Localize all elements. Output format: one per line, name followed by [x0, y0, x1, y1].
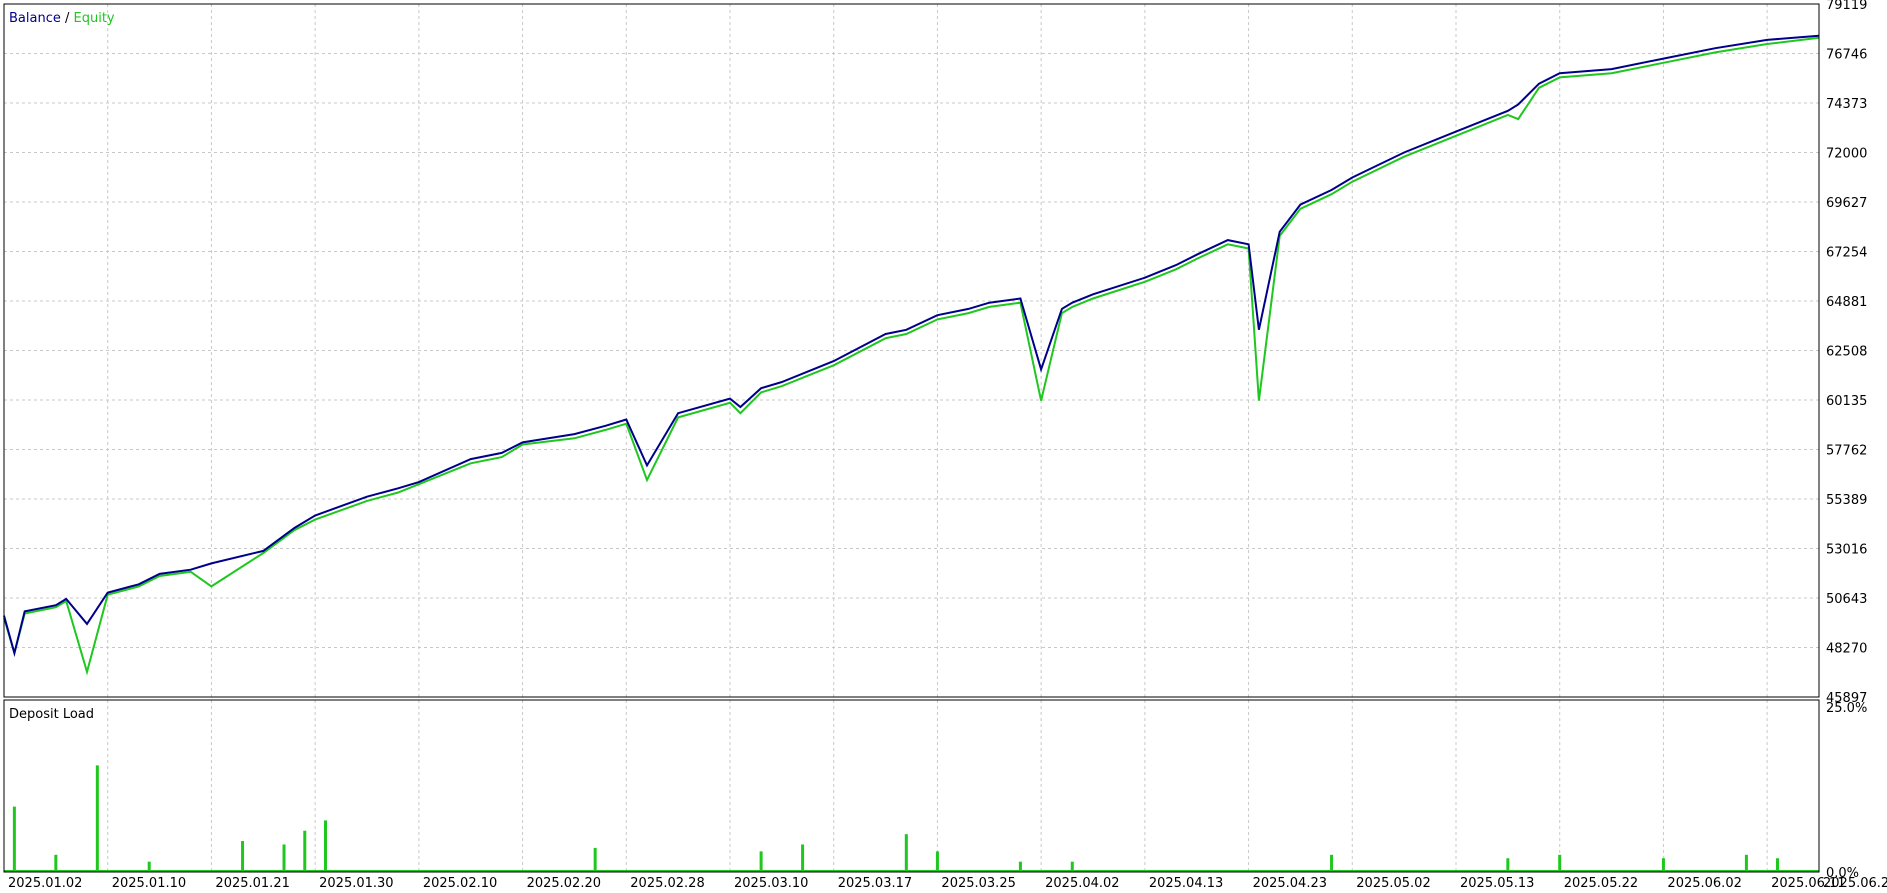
deposit-y-tick-label: 25.0%	[1826, 701, 1867, 716]
x-tick-label: 2025.04.02	[1045, 876, 1119, 889]
deposit-load-bar	[1661, 858, 1665, 872]
balance-y-axis: 45897 48270 50643 53016 55389 57762 60135 62508…	[1826, 0, 1867, 706]
deposit-load-bar	[801, 844, 805, 872]
deposit-load-bar	[147, 861, 151, 872]
x-tick-label: 2025.06.02	[1667, 876, 1741, 889]
deposit-load-bars	[4, 765, 1819, 872]
x-tick-label: 2025.05.13	[1460, 876, 1534, 889]
y-tick-label: 72000	[1826, 147, 1867, 162]
y-tick-label: 62508	[1826, 345, 1867, 360]
deposit-y-tick-label: 0.0%	[1826, 866, 1859, 881]
x-tick-label: 2025.06.20	[1823, 876, 1887, 889]
y-tick-label: 76746	[1826, 48, 1867, 63]
balance-series-line	[3, 34, 1820, 658]
deposit-load-bar	[904, 834, 908, 872]
deposit-load-bar	[1070, 861, 1074, 872]
x-tick-label: 2025.04.23	[1253, 876, 1327, 889]
y-tick-label: 79119	[1826, 0, 1867, 13]
x-tick-label: 2025.03.17	[838, 876, 912, 889]
deposit-load-bar	[282, 844, 286, 872]
y-tick-label: 67254	[1826, 246, 1867, 261]
x-tick-label: 2025.01.30	[319, 876, 393, 889]
y-tick-label: 60135	[1826, 394, 1867, 409]
date-x-axis: 2025.01.02 2025.01.10 2025.01.21 2025.01.30…	[8, 876, 1887, 891]
x-tick-label: 2025.02.20	[527, 876, 601, 889]
x-tick-label: 2025.03.25	[941, 876, 1015, 889]
deposit-load-title: Deposit Load	[9, 707, 94, 722]
deposit-load-bar	[1776, 858, 1780, 872]
deposit-load-bar	[54, 854, 58, 872]
deposit-load-bar	[1558, 854, 1562, 872]
x-tick-label: 2025.05.02	[1356, 876, 1430, 889]
deposit-load-bar	[1744, 854, 1748, 872]
y-tick-label: 57762	[1826, 444, 1867, 459]
deposit-load-y-axis: 0.0% 25.0%	[1826, 701, 1867, 881]
y-tick-label: 45897	[1826, 691, 1867, 706]
x-tick-label: 2025.02.10	[423, 876, 497, 889]
deposit-load-bar	[1506, 858, 1510, 872]
deposit-load-bar	[303, 830, 307, 872]
x-tick-label: 2025.06.11	[1771, 876, 1845, 889]
x-tick-label: 2025.01.10	[112, 876, 186, 889]
legend-equity: Equity	[74, 11, 115, 26]
deposit-load-baseline	[4, 870, 1819, 872]
deposit-load-bar	[593, 847, 597, 872]
deposit-load-bar	[324, 820, 328, 872]
deposit-load-bar	[1330, 854, 1334, 872]
legend-balance: Balance	[9, 11, 61, 26]
deposit-load-bar	[12, 806, 16, 872]
deposit-load-bar	[1018, 861, 1022, 872]
deposit-load-bar	[95, 765, 99, 872]
y-tick-label: 74373	[1826, 97, 1867, 112]
deposit-load-bar	[241, 841, 245, 872]
equity-series-line	[3, 36, 1820, 676]
x-tick-label: 2025.05.22	[1564, 876, 1638, 889]
x-tick-label: 2025.01.02	[8, 876, 82, 889]
y-tick-label: 50643	[1826, 592, 1867, 607]
y-tick-label: 69627	[1826, 196, 1867, 211]
deposit-load-panel-frame	[3, 699, 1820, 873]
y-tick-label: 53016	[1826, 543, 1867, 558]
x-tick-label: 2025.04.13	[1149, 876, 1223, 889]
x-tick-label: 2025.01.21	[215, 876, 289, 889]
legend-separator: /	[61, 11, 74, 26]
deposit-load-grid	[107, 700, 1768, 872]
deposit-load-bar	[759, 851, 763, 872]
balance-equity-grid	[4, 3, 1819, 698]
y-tick-label: 64881	[1826, 295, 1867, 310]
y-tick-label: 55389	[1826, 493, 1867, 508]
y-tick-label: 48270	[1826, 642, 1867, 657]
balance-equity-panel-frame	[3, 3, 1820, 698]
x-tick-label: 2025.03.10	[734, 876, 808, 889]
deposit-load-bar	[935, 851, 939, 872]
x-tick-label: 2025.02.28	[630, 876, 704, 889]
